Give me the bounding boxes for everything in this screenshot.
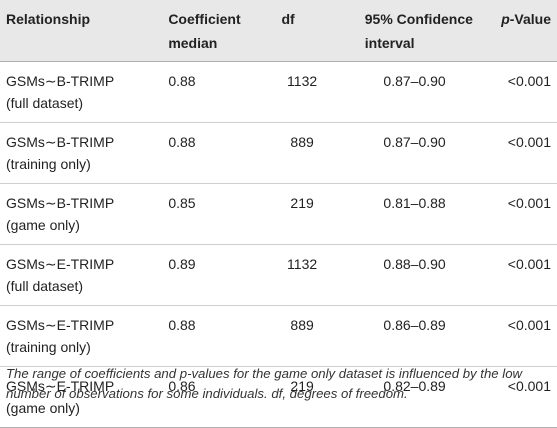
- table-body: GSMs∼B-TRIMP (full dataset) 0.88 1132 0.…: [0, 61, 557, 428]
- cell-ci: 0.87–0.90: [338, 122, 491, 184]
- cell-ci: 0.88–0.90: [338, 244, 491, 306]
- cell-ci: 0.87–0.90: [338, 61, 491, 123]
- cell-df: 1132: [265, 244, 339, 306]
- cell-p-value: <0.001: [490, 122, 557, 184]
- header-confidence-interval: 95% Confidence interval: [338, 0, 491, 62]
- cell-ci: 0.82–0.89: [338, 366, 491, 428]
- header-row: Relationship Coefficient median df 95% C…: [0, 0, 557, 62]
- cell-p-value: <0.001: [490, 305, 557, 367]
- cell-p-value: <0.001: [490, 183, 557, 245]
- table-header: Relationship Coefficient median df 95% C…: [0, 0, 557, 62]
- cell-relationship: GSMs∼B-TRIMP (training only): [0, 122, 147, 184]
- cell-df: 889: [265, 305, 339, 367]
- header-df: df: [265, 0, 339, 62]
- cell-ci: 0.81–0.88: [338, 183, 491, 245]
- cell-relationship: GSMs∼B-TRIMP (game only): [0, 183, 147, 245]
- cell-ci: 0.86–0.89: [338, 305, 491, 367]
- cell-relationship: GSMs∼E-TRIMP (game only): [0, 366, 147, 428]
- header-p-value: p-Value: [490, 0, 557, 62]
- header-coefficient-median: Coefficient median: [146, 0, 266, 62]
- cell-coefficient: 0.88: [146, 305, 266, 367]
- table-row: GSMs∼B-TRIMP (game only) 0.85 219 0.81–0…: [0, 183, 557, 245]
- header-p-value-italic: p: [501, 11, 510, 27]
- cell-p-value: <0.001: [490, 244, 557, 306]
- cell-relationship: GSMs∼E-TRIMP (training only): [0, 305, 147, 367]
- cell-p-value: <0.001: [490, 366, 557, 428]
- cell-coefficient: 0.86: [146, 366, 266, 428]
- table-row: GSMs∼E-TRIMP (full dataset) 0.89 1132 0.…: [0, 244, 557, 306]
- cell-coefficient: 0.88: [146, 122, 266, 184]
- cell-relationship: GSMs∼E-TRIMP (full dataset): [0, 244, 147, 306]
- table-row: GSMs∼E-TRIMP (training only) 0.88 889 0.…: [0, 305, 557, 367]
- table-footnote: The range of coefficients and p-values f…: [6, 366, 523, 401]
- header-p-value-rest: -Value: [509, 11, 551, 27]
- table-row: GSMs∼B-TRIMP (training only) 0.88 889 0.…: [0, 122, 557, 184]
- cell-coefficient: 0.88: [146, 61, 266, 123]
- table-row: GSMs∼B-TRIMP (full dataset) 0.88 1132 0.…: [0, 61, 557, 123]
- cell-relationship: GSMs∼B-TRIMP (full dataset): [0, 61, 147, 123]
- cell-p-value: <0.001: [490, 61, 557, 123]
- cell-df: 219: [265, 366, 339, 428]
- cell-df: 219: [265, 183, 339, 245]
- cell-coefficient: 0.85: [146, 183, 266, 245]
- cell-df: 889: [265, 122, 339, 184]
- header-relationship: Relationship: [0, 0, 147, 62]
- cell-df: 1132: [265, 61, 339, 123]
- table-row: GSMs∼E-TRIMP (game only) 0.86 219 0.82–0…: [0, 366, 557, 428]
- cell-coefficient: 0.89: [146, 244, 266, 306]
